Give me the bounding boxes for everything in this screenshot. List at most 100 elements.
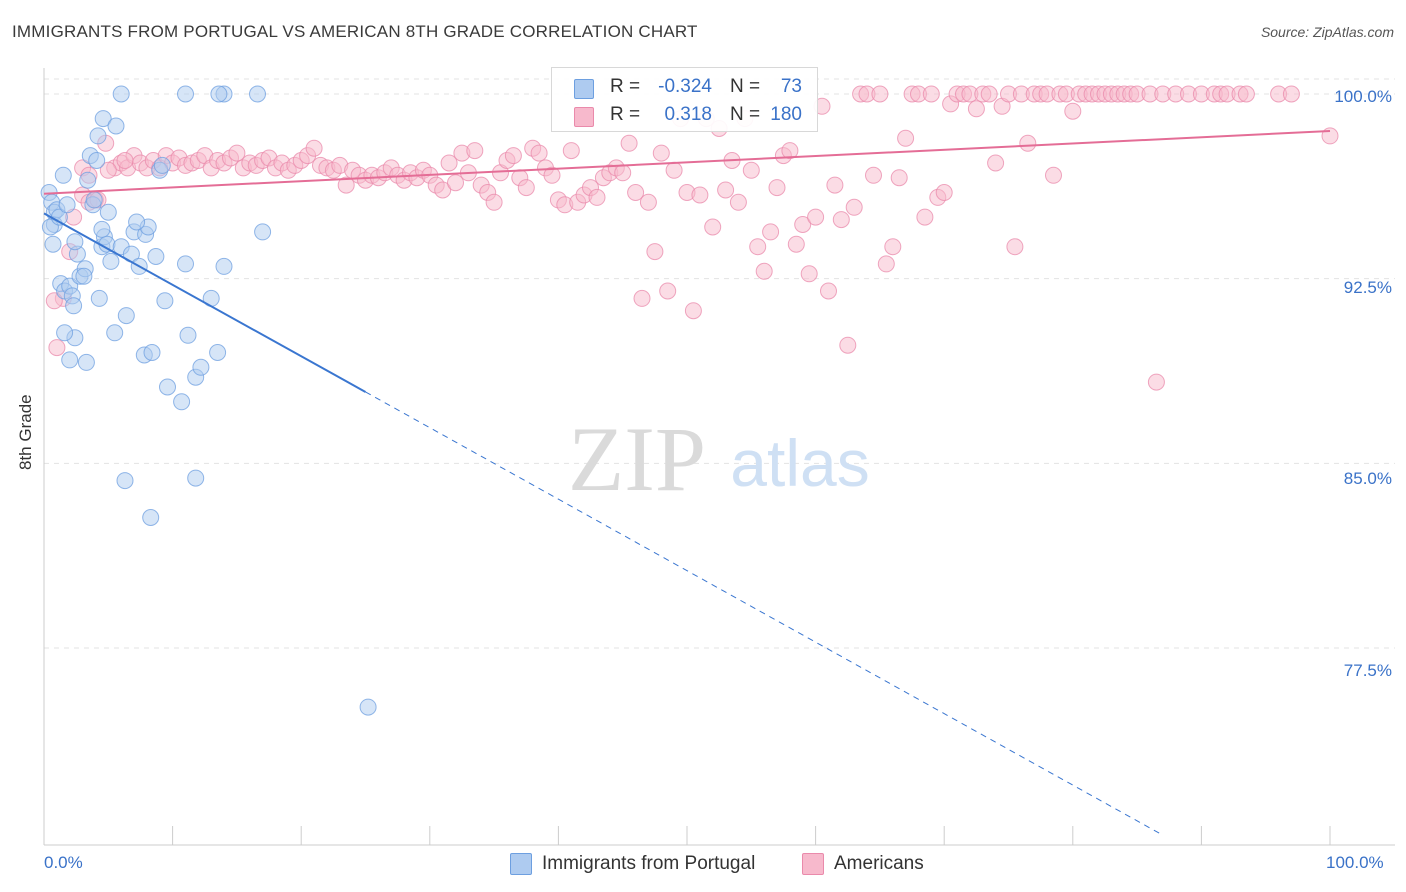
r-label: R = [610,104,641,125]
n-value: 73 [780,76,802,97]
portugal-point [93,220,111,238]
americans-point [1147,373,1165,391]
americans-point [116,152,134,169]
legend-swatch-americans [574,107,594,127]
americans-point [865,166,882,184]
americans-point [543,166,561,184]
trend-lines [43,129,1331,836]
portugal-point [85,191,103,209]
americans-point [755,262,773,280]
americans-point [562,142,580,160]
legend-swatch-portugal [510,853,532,875]
portugal-point [77,353,95,371]
portugal-point [159,378,176,396]
americans-point [717,181,735,199]
americans-point [639,193,657,211]
americans-point [1006,238,1024,256]
portugal-point [89,127,107,145]
portugal-point [142,509,160,526]
y-tick-label: 100.0% [1334,87,1392,106]
n-label: N = [730,76,761,97]
americans-point [787,235,805,253]
legend-row-portugal: R = -0.324 N = 73 [552,73,817,103]
americans-point [691,186,709,204]
americans-point [659,282,677,300]
portugal-point [143,344,161,361]
portugal-point [192,358,210,376]
americans-point [967,100,985,118]
americans-point [646,243,664,261]
americans-point [1237,85,1255,103]
portugal-point [254,223,272,241]
americans-point [742,161,760,179]
x-tick-label-right: 100.0% [1326,853,1384,872]
portugal-point [65,297,83,315]
americans-point [922,85,940,103]
portugal-trend-extension [365,391,1164,836]
legend-label-portugal: Immigrants from Portugal [542,853,756,874]
americans-point [762,223,780,241]
n-label: N = [730,104,761,125]
americans-point [620,134,638,152]
americans-point [588,188,606,206]
americans-point [800,265,818,283]
r-value: 0.318 [664,104,712,125]
x-tick-label-left: 0.0% [44,853,83,872]
portugal-trend-line [43,212,366,393]
americans-point [871,85,889,103]
americans-point [627,184,645,201]
portugal-point [147,248,165,265]
americans-point [614,164,632,182]
portugal-point [79,171,97,189]
americans-point [897,129,915,147]
americans-point [434,181,452,199]
americans-point [447,174,464,192]
americans-point [729,193,747,211]
americans-point [807,208,825,226]
americans-point [826,176,844,194]
americans-point [980,85,998,103]
americans-point [1045,166,1062,184]
americans-point [794,216,812,233]
portugal-point [210,85,228,103]
portugal-point [58,196,76,214]
portugal-point [106,324,124,342]
y-tick-label: 77.5% [1343,661,1392,680]
americans-point [337,176,355,194]
americans-point [684,302,702,320]
chart-title: IMMIGRANTS FROM PORTUGAL VS AMERICAN 8TH… [12,22,698,41]
americans-point [48,339,66,357]
n-value: 180 [770,104,802,125]
portugal-point [177,255,194,273]
americans-point [530,144,548,162]
americans-point [781,142,799,160]
portugal-point [249,85,266,103]
portugal-point [54,166,72,184]
portugal-point [75,267,93,285]
series-legend: Immigrants from Portugal Americans [0,852,1406,878]
americans-point [1282,85,1300,103]
americans-point [704,218,722,236]
americans-point [665,161,683,179]
legend-row-americans: R = 0.318 N = 180 [552,101,817,131]
r-value: -0.324 [658,76,712,97]
portugal-point [102,252,120,270]
portugal-point [44,235,62,253]
portugal-point [99,203,117,221]
portugal-point [66,233,84,251]
portugal-point [153,156,171,174]
portugal-point [177,85,194,103]
legend-swatch-portugal [574,79,594,99]
y-axis-label: 8th Grade [16,394,35,470]
americans-point [45,292,63,310]
americans-point [305,139,323,157]
americans-point [1064,102,1082,120]
portugal-point [128,213,146,231]
americans-point [935,184,953,201]
portugal-point [94,110,112,128]
portugal-point [112,85,130,103]
portugal-point [156,292,174,310]
americans-point [749,238,767,256]
watermark-atlas: atlas [730,426,869,500]
